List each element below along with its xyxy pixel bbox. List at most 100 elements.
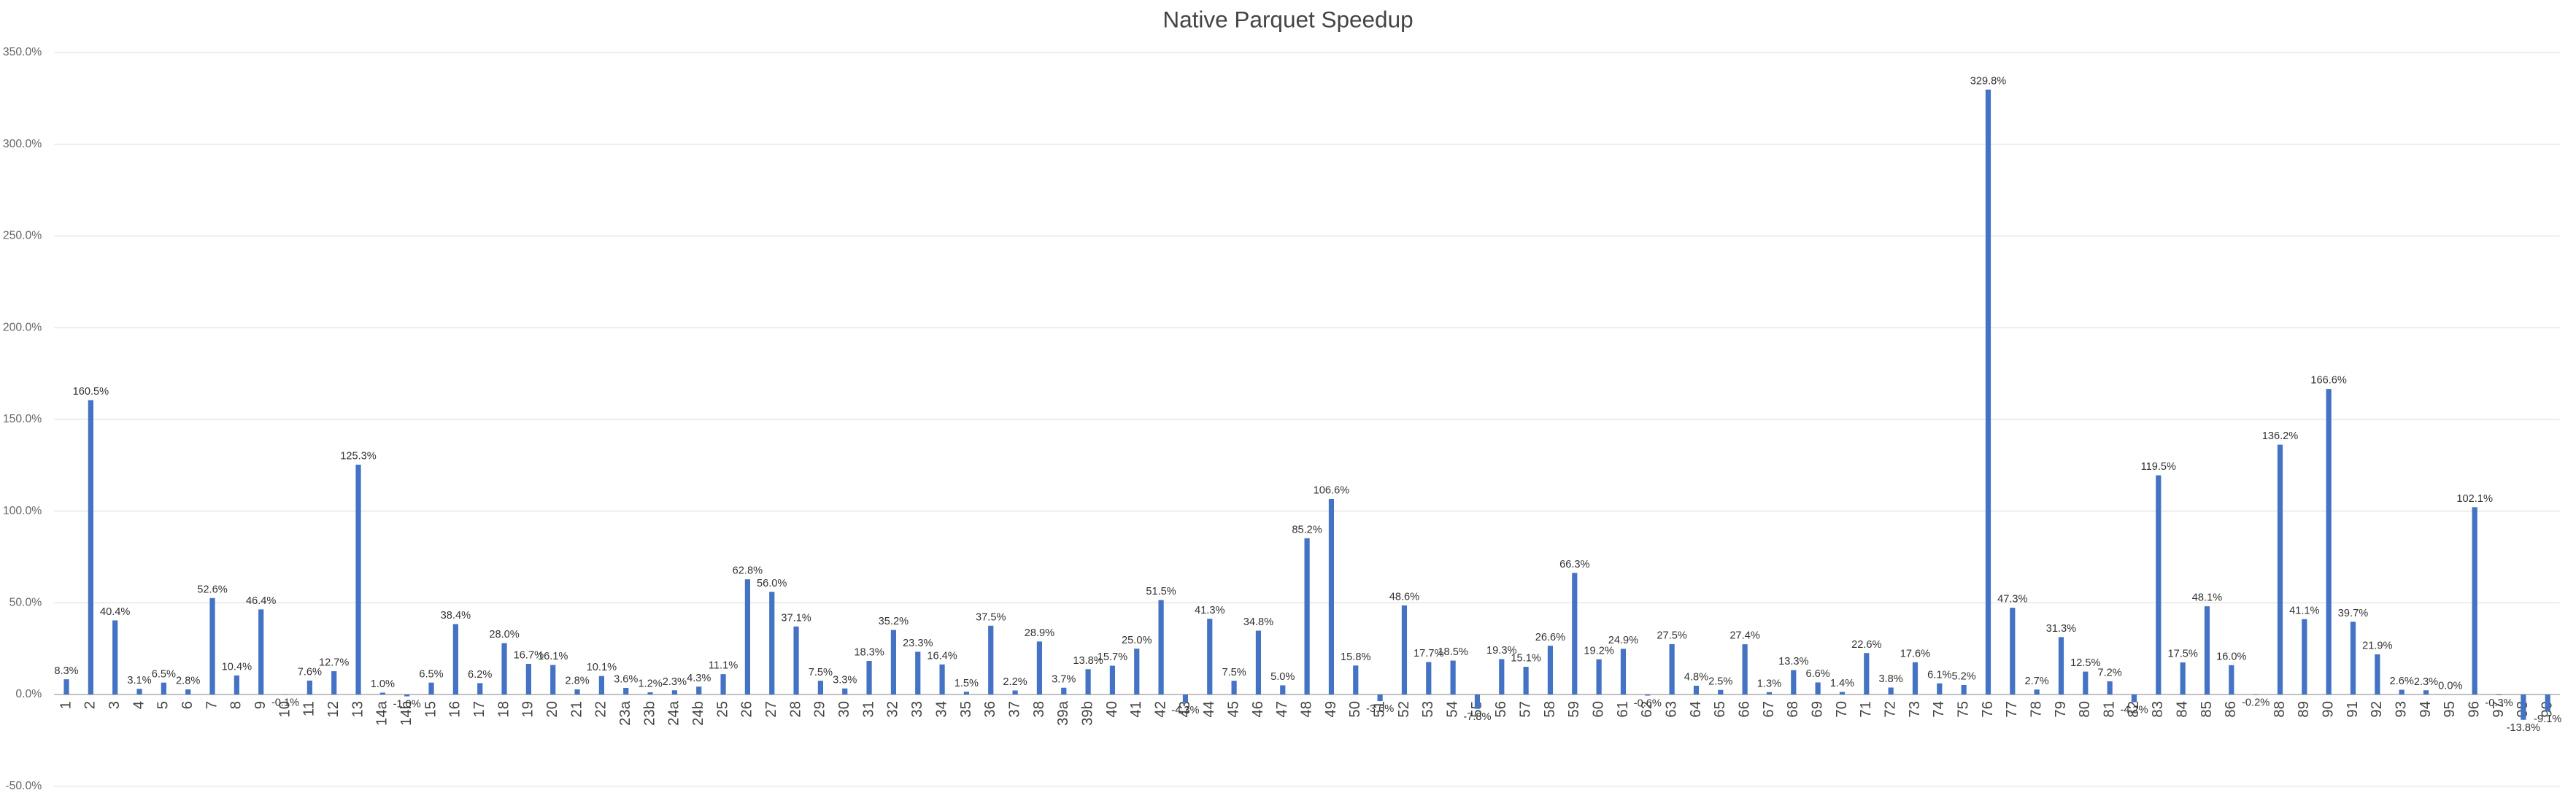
bar	[2083, 671, 2089, 695]
bar	[136, 689, 142, 695]
bar	[379, 692, 385, 695]
bar	[1596, 659, 1602, 695]
bar	[1718, 689, 1724, 695]
data-label: 23.3%	[903, 638, 933, 649]
data-label: 34.8%	[1243, 616, 1273, 628]
data-label: 8.3%	[54, 665, 78, 677]
x-tick-label: 77	[2004, 701, 2020, 718]
x-tick-label: 57	[1517, 701, 1533, 718]
y-tick-label: -50.0%	[5, 780, 42, 792]
bar	[1766, 692, 1773, 695]
bar	[1304, 538, 1310, 695]
x-tick-label: 35	[958, 701, 974, 718]
data-label: 26.6%	[1535, 632, 1565, 643]
bar	[720, 674, 726, 695]
bar	[2423, 690, 2429, 695]
data-label: 16.1%	[538, 651, 568, 662]
data-label: 17.5%	[2167, 649, 2197, 660]
x-tick-label: 88	[2272, 701, 2288, 718]
x-tick-label: 16	[447, 701, 463, 718]
data-label: 16.7%	[514, 650, 544, 662]
y-tick-label: 200.0%	[3, 321, 42, 333]
x-tick-label: 75	[1955, 701, 1971, 718]
bar	[915, 651, 921, 695]
data-label: 0.0%	[2438, 681, 2462, 692]
data-label: 2.6%	[2390, 676, 2414, 687]
data-label: 35.2%	[879, 616, 909, 627]
x-tick-label: 91	[2345, 701, 2361, 718]
bar	[331, 671, 337, 695]
data-label: -4.2%	[2120, 705, 2148, 716]
x-tick-label: 13	[350, 701, 366, 718]
bar	[744, 579, 750, 695]
data-label: 5.0%	[1270, 671, 1295, 683]
x-tick-label: 65	[1712, 701, 1728, 718]
bar	[963, 692, 970, 695]
x-tick-label: 83	[2150, 701, 2166, 718]
x-tick-label: 9	[252, 701, 269, 709]
data-label: 3.6%	[614, 674, 638, 686]
bar	[88, 400, 93, 695]
bar	[1231, 681, 1237, 695]
bar	[550, 665, 556, 695]
data-label: 16.0%	[2216, 651, 2246, 662]
data-label: 11.1%	[709, 660, 738, 672]
x-tick-label: 63	[1663, 701, 1679, 718]
data-label: 3.3%	[833, 674, 857, 686]
bar	[2010, 608, 2016, 695]
data-label: 56.0%	[757, 578, 787, 589]
data-label: 2.5%	[1708, 676, 1732, 687]
x-tick-label: 71	[1858, 701, 1874, 718]
bar	[1328, 498, 1335, 695]
bar	[1815, 682, 1821, 695]
data-label: 27.4%	[1729, 630, 1759, 642]
data-label: 2.3%	[2414, 676, 2438, 688]
bar	[2326, 389, 2332, 695]
x-tick-label: 23b	[641, 701, 658, 726]
bar	[161, 682, 166, 695]
x-tick-label: 6	[180, 701, 196, 709]
bar	[1474, 694, 1481, 709]
data-label: 15.1%	[1511, 653, 1540, 665]
bar	[598, 676, 604, 695]
data-label: 102.1%	[2456, 493, 2493, 505]
x-tick-label: 8	[228, 701, 244, 709]
x-tick-label: 96	[2467, 701, 2483, 718]
data-label: 7.5%	[1222, 667, 1246, 678]
x-tick-label: 1	[58, 701, 74, 709]
data-label: -0.3%	[2485, 697, 2513, 709]
x-tick-label: 78	[2028, 701, 2044, 718]
x-tick-label: 73	[1907, 701, 1923, 718]
data-label: 10.1%	[587, 662, 617, 673]
x-tick-label: 58	[1542, 701, 1558, 718]
y-tick-label: 150.0%	[3, 413, 42, 425]
data-label: 6.5%	[152, 668, 176, 680]
x-tick-label: 72	[1882, 701, 1898, 718]
x-tick-label: 29	[812, 701, 828, 718]
bar	[1158, 600, 1164, 695]
x-tick-label: 44	[1201, 701, 1217, 718]
data-label: 48.1%	[2192, 592, 2222, 604]
y-tick-label: 100.0%	[3, 505, 42, 517]
bar	[1377, 694, 1383, 702]
x-tick-label: 97	[2491, 701, 2507, 718]
bar	[842, 688, 848, 695]
bar	[1985, 89, 1991, 695]
x-tick-label: 41	[1128, 701, 1144, 718]
x-tick-label: 10	[277, 701, 293, 718]
data-label: -0.1%	[271, 697, 299, 708]
bar	[1572, 573, 1578, 695]
bar	[63, 679, 69, 695]
bar	[1499, 659, 1505, 695]
data-label: 47.3%	[1997, 594, 2027, 605]
x-tick-label: 49	[1323, 701, 1339, 718]
data-label: 37.1%	[781, 612, 811, 624]
x-tick-label: 70	[1834, 701, 1850, 718]
data-label: 6.5%	[419, 668, 443, 680]
bar	[112, 620, 118, 695]
data-label: 62.8%	[733, 565, 763, 577]
data-label: 1.4%	[1830, 678, 1854, 689]
data-label: 106.6%	[1314, 485, 1350, 497]
data-label: 18.5%	[1438, 646, 1468, 658]
bar	[939, 664, 945, 695]
